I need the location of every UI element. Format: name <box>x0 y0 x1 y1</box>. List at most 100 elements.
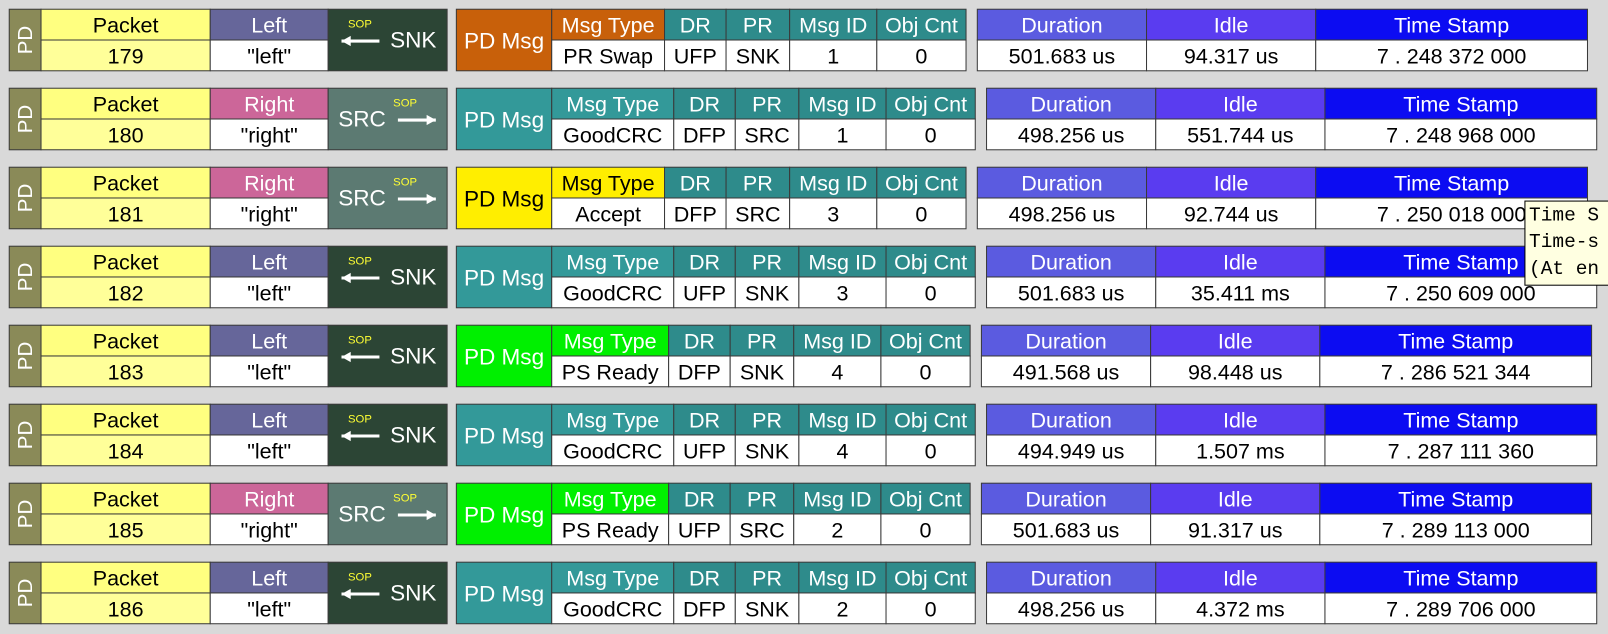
side-value-text: "left" <box>247 597 291 621</box>
packet-value-text: 184 <box>108 439 144 463</box>
msg-id-value-text: 3 <box>836 281 848 305</box>
packet-header <box>40 245 211 278</box>
pr-header <box>734 403 800 436</box>
idle-value-text: 98.448 us <box>1188 360 1282 384</box>
dr-header-text: DR <box>689 409 720 433</box>
time-stamp-header <box>1319 324 1593 357</box>
dr-header <box>673 561 736 594</box>
time-stamp-header-text: Time Stamp <box>1403 567 1518 591</box>
idle-header-text: Idle <box>1218 488 1253 512</box>
time-stamp-value-text: 7 . 289 706 000 <box>1386 597 1536 621</box>
msg-type-value-text: PS Ready <box>562 360 659 384</box>
msg-id-value-text: 2 <box>836 597 848 621</box>
dr-value-text: UFP <box>674 44 717 68</box>
msg-type-header-text: Msg Type <box>566 567 659 591</box>
side-value-text: "left" <box>247 360 291 384</box>
pr-header-text: PR <box>743 14 773 38</box>
time-stamp-header <box>1324 561 1598 594</box>
packet-value-text: 182 <box>108 281 144 305</box>
msg-id-header-text: Msg ID <box>799 14 867 38</box>
msg-type-value-text: GoodCRC <box>563 597 662 621</box>
side-value-text: "left" <box>247 44 291 68</box>
time-stamp-value-text: 7 . 287 111 360 <box>1388 439 1534 463</box>
arrow-head <box>341 272 351 284</box>
duration-value <box>986 118 1157 151</box>
msg-type-header <box>551 482 670 515</box>
duration-header-text: Duration <box>1025 330 1106 354</box>
duration-header <box>980 482 1152 515</box>
obj-cnt-value <box>885 276 976 309</box>
pd-label: PD <box>14 105 37 133</box>
msg-type-value-text: PR Swap <box>563 44 653 68</box>
time-stamp-header <box>1315 166 1589 199</box>
dr-value <box>664 39 727 72</box>
duration-value <box>986 276 1157 309</box>
side-header-text: Left <box>251 14 287 38</box>
msg-id-value <box>798 118 887 151</box>
idle-value <box>1155 434 1326 467</box>
pr-header-text: PR <box>743 172 773 196</box>
role-label: SNK <box>390 422 436 447</box>
idle-value <box>1150 513 1321 546</box>
side-header-text: Right <box>244 488 294 512</box>
side-header-text: Left <box>251 409 287 433</box>
time-stamp-header-text: Time Stamp <box>1403 93 1518 117</box>
side-value <box>209 355 329 388</box>
packet-header <box>40 482 211 515</box>
msg-id-value <box>798 592 887 625</box>
tooltip-line: (At en <box>1529 258 1599 280</box>
time-stamp-value <box>1319 513 1593 546</box>
idle-header-text: Idle <box>1214 172 1249 196</box>
duration-header <box>986 245 1157 278</box>
pd-msg-text: PD Msg <box>464 502 544 527</box>
idle-header-text: Idle <box>1223 251 1258 275</box>
duration-header-text: Duration <box>1021 172 1102 196</box>
msg-id-header <box>793 324 882 357</box>
sop-label: SOP <box>393 98 417 110</box>
msg-type-header <box>551 324 670 357</box>
packet-header-text: Packet <box>93 409 159 433</box>
obj-cnt-value <box>885 592 976 625</box>
idle-header <box>1150 324 1321 357</box>
obj-cnt-value <box>885 118 976 151</box>
side-header <box>209 561 329 594</box>
side-value <box>209 592 329 625</box>
packet-header-text: Packet <box>93 488 159 512</box>
msg-id-header-text: Msg ID <box>808 93 876 117</box>
pd-msg <box>455 8 553 72</box>
pd-label: PD <box>14 26 37 54</box>
pr-header <box>725 166 791 199</box>
dr-value-text: UFP <box>683 281 726 305</box>
obj-cnt-header <box>876 8 967 41</box>
side-value-text: "right" <box>241 518 298 542</box>
dr-value <box>673 434 736 467</box>
side-header <box>209 87 329 120</box>
packet-value <box>40 592 211 625</box>
msg-type-value-text: GoodCRC <box>563 281 662 305</box>
dr-header-text: DR <box>684 488 715 512</box>
sop-label: SOP <box>348 335 372 347</box>
packet-value <box>40 276 211 309</box>
role-label: SNK <box>390 28 436 53</box>
obj-cnt-value-text: 0 <box>920 360 932 384</box>
msg-id-header-text: Msg ID <box>808 567 876 591</box>
obj-cnt-header-text: Obj Cnt <box>889 488 962 512</box>
msg-type-header-text: Msg Type <box>564 330 657 354</box>
obj-cnt-header <box>885 403 976 436</box>
obj-cnt-header-text: Obj Cnt <box>894 567 967 591</box>
pr-value-text: SNK <box>745 597 790 621</box>
pd-msg <box>455 324 553 388</box>
time-stamp-header-text: Time Stamp <box>1394 172 1509 196</box>
arrow-head <box>426 114 436 126</box>
idle-value <box>1155 118 1326 151</box>
sop-label: SOP <box>348 572 372 584</box>
dr-value <box>668 513 731 546</box>
side-value-text: "right" <box>241 123 298 147</box>
obj-cnt-value <box>880 355 971 388</box>
idle-header-text: Idle <box>1223 567 1258 591</box>
obj-cnt-value-text: 0 <box>925 439 937 463</box>
tooltip <box>1524 200 1608 286</box>
pr-value <box>734 276 800 309</box>
dr-value <box>673 592 736 625</box>
